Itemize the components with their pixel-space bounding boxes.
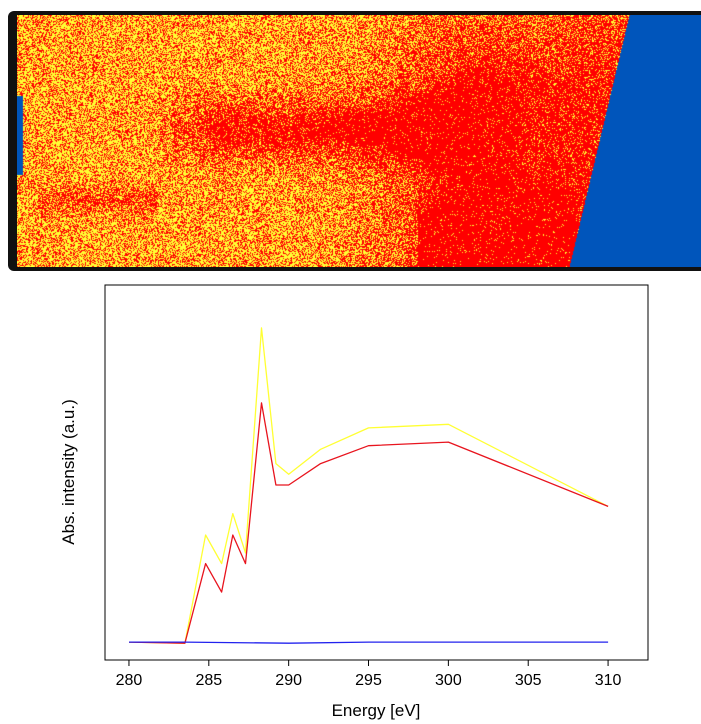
composition-map xyxy=(17,15,701,267)
x-tick-label: 295 xyxy=(355,672,382,689)
composition-map-panel xyxy=(8,11,701,271)
x-tick-label: 305 xyxy=(515,672,542,689)
series-line-3 xyxy=(129,641,609,644)
spectrum-chart: 280 285 290 295 300 305 310 Energy [eV] Abs. i… xyxy=(59,284,649,720)
series-layer xyxy=(128,327,609,644)
x-axis-ticks: 280 285 290 295 300 305 310 xyxy=(116,660,622,689)
series-line-1 xyxy=(128,327,609,644)
x-axis-title: Energy [eV] xyxy=(332,701,421,720)
x-tick-label: 285 xyxy=(195,672,222,689)
composition-map-canvas xyxy=(17,15,701,267)
y-axis-title: Abs. intensity (a.u.) xyxy=(59,399,78,545)
x-tick-label: 300 xyxy=(435,672,462,689)
series-line-2 xyxy=(128,402,609,644)
x-tick-label: 290 xyxy=(275,672,302,689)
plot-frame xyxy=(104,284,649,661)
x-tick-label: 310 xyxy=(595,672,622,689)
x-tick-label: 280 xyxy=(116,672,143,689)
